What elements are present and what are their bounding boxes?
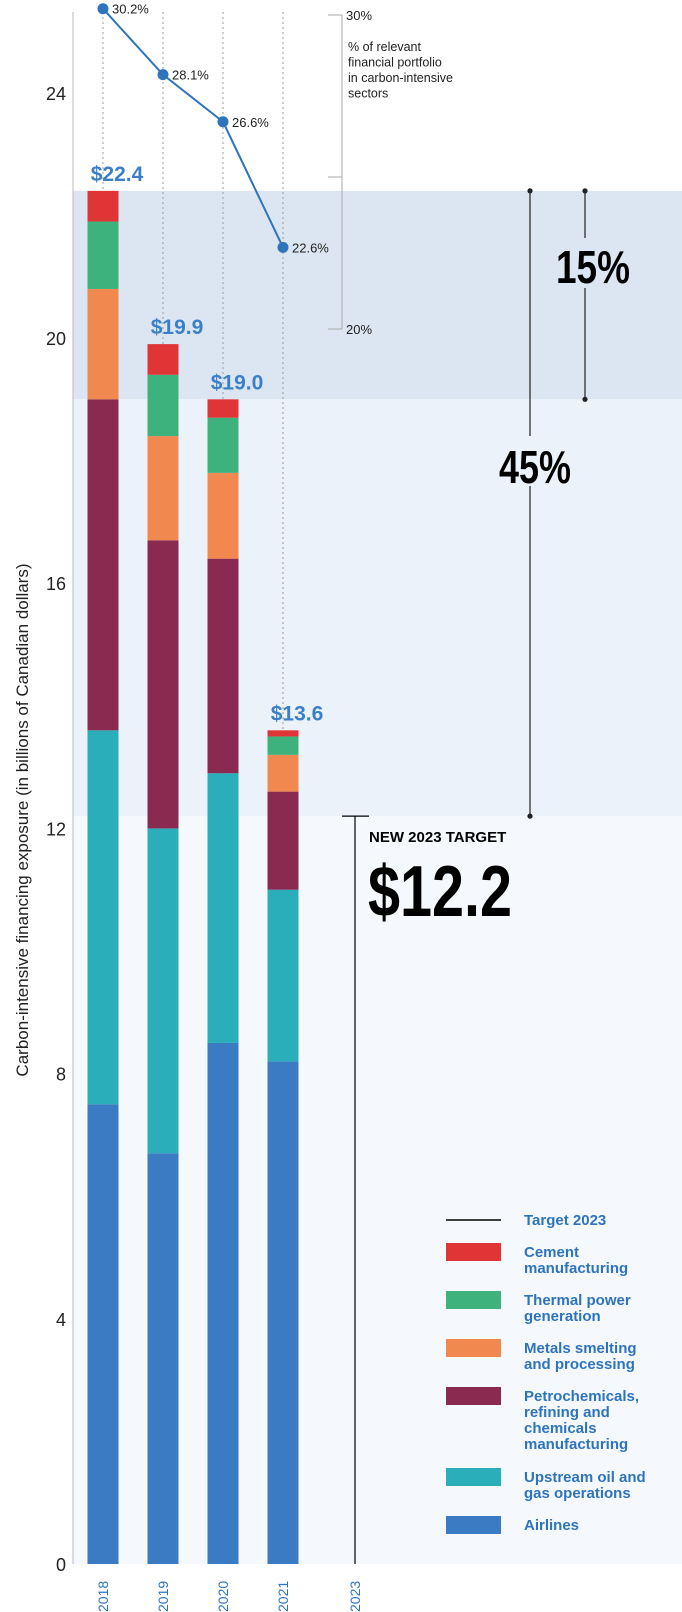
bar-segment-metals <box>87 288 119 400</box>
percent-point <box>97 3 109 15</box>
bar-segment-airlines <box>87 1104 119 1564</box>
bar-segment-airlines <box>207 1042 239 1564</box>
bar-segment-petrochemicals <box>147 540 179 829</box>
percent-point <box>157 69 169 81</box>
legend-swatch <box>446 1339 501 1357</box>
legend-label: manufacturing <box>524 1260 628 1277</box>
bar-segment-cement <box>267 730 299 737</box>
legend-label: generation <box>524 1308 601 1325</box>
bracket-45-end <box>527 188 533 194</box>
y-axis-label: Carbon-intensive financing exposure (in … <box>13 563 32 1076</box>
bar-segment-upstream <box>207 773 239 1043</box>
bar-segment-upstream <box>87 730 119 1105</box>
legend-label: Upstream oil and <box>524 1469 646 1486</box>
legend-label: Metals smelting <box>524 1340 637 1357</box>
bracket-45-end <box>527 813 533 819</box>
bar-total-label: $13.6 <box>271 702 324 725</box>
bar-total-label: $19.0 <box>211 371 264 394</box>
legend-swatch <box>446 1243 501 1261</box>
y-tick-label: 12 <box>46 819 66 839</box>
x-tick-label: 2021 <box>275 1581 291 1612</box>
legend-label: Petrochemicals, <box>524 1388 639 1405</box>
y-tick-label: 16 <box>46 574 66 594</box>
bar-segment-upstream <box>147 828 179 1154</box>
percent-scale-label: 20% <box>346 322 372 337</box>
legend-swatch <box>446 1468 501 1486</box>
legend-swatch <box>446 1516 501 1534</box>
bar-segment-airlines <box>147 1153 179 1564</box>
legend-label: Target 2023 <box>524 1212 606 1229</box>
bar-segment-metals <box>267 754 299 792</box>
bar-segment-cement <box>87 190 119 222</box>
percent-description-text: financial portfolio <box>348 56 442 70</box>
bar-segment-thermal <box>267 736 299 755</box>
y-tick-label: 8 <box>56 1065 66 1085</box>
legend-label: chemicals <box>524 1420 597 1437</box>
x-tick-label: 2019 <box>155 1581 171 1612</box>
bar-segment-cement <box>147 344 179 375</box>
y-tick-label: 4 <box>56 1310 66 1330</box>
legend-swatch <box>446 1387 501 1405</box>
y-tick-label: 0 <box>56 1555 66 1575</box>
percent-description-text: sectors <box>348 87 388 101</box>
bar-segment-cement <box>207 399 239 418</box>
bracket-15-end <box>582 396 588 402</box>
bracket-15-label: 15% <box>556 241 630 293</box>
bar-segment-thermal <box>207 417 239 473</box>
bar-total-label: $19.9 <box>151 316 204 339</box>
bar-segment-metals <box>147 436 179 541</box>
legend-label: and processing <box>524 1356 635 1373</box>
legend-label: Airlines <box>524 1517 579 1534</box>
x-tick-label: 2023 <box>347 1581 363 1612</box>
percent-point-label: 26.6% <box>232 115 269 130</box>
bar-total-label: $22.4 <box>91 163 144 186</box>
bar-segment-petrochemicals <box>87 399 119 731</box>
legend-label: refining and <box>524 1404 610 1421</box>
percent-scale-label: 30% <box>346 8 372 23</box>
bar-segment-airlines <box>267 1061 299 1564</box>
target-title: NEW 2023 TARGET <box>369 829 506 846</box>
bracket-45-label: 45% <box>499 441 571 493</box>
bar-segment-thermal <box>147 374 179 437</box>
percent-point-label: 30.2% <box>112 2 149 17</box>
percent-description-text: % of relevant <box>348 40 421 54</box>
y-tick-label: 20 <box>46 329 66 349</box>
percent-line <box>102 8 284 248</box>
x-tick-label: 2020 <box>215 1581 231 1612</box>
bar-segment-petrochemicals <box>207 558 239 774</box>
bracket-45-label-bg <box>494 436 574 486</box>
x-tick-label: 2018 <box>95 1581 111 1612</box>
bracket-15-label-bg <box>552 238 634 288</box>
legend-label: Cement <box>524 1244 579 1261</box>
percent-point-label: 28.1% <box>172 68 209 83</box>
percent-point <box>277 241 289 253</box>
percent-point-label: 22.6% <box>292 240 329 255</box>
bar-segment-upstream <box>267 889 299 1062</box>
bar-segment-thermal <box>87 221 119 289</box>
legend-label: gas operations <box>524 1485 631 1502</box>
bracket-15-end <box>582 188 588 194</box>
y-tick-label: 24 <box>46 84 66 104</box>
target-value: $12.2 <box>368 852 512 932</box>
bar-segment-metals <box>207 472 239 559</box>
percent-point <box>217 116 229 128</box>
legend-label: Thermal power <box>524 1292 631 1309</box>
bar-segment-petrochemicals <box>267 791 299 890</box>
legend-label: manufacturing <box>524 1436 628 1453</box>
percent-description-text: in carbon-intensive <box>348 71 453 85</box>
legend-swatch <box>446 1291 501 1309</box>
